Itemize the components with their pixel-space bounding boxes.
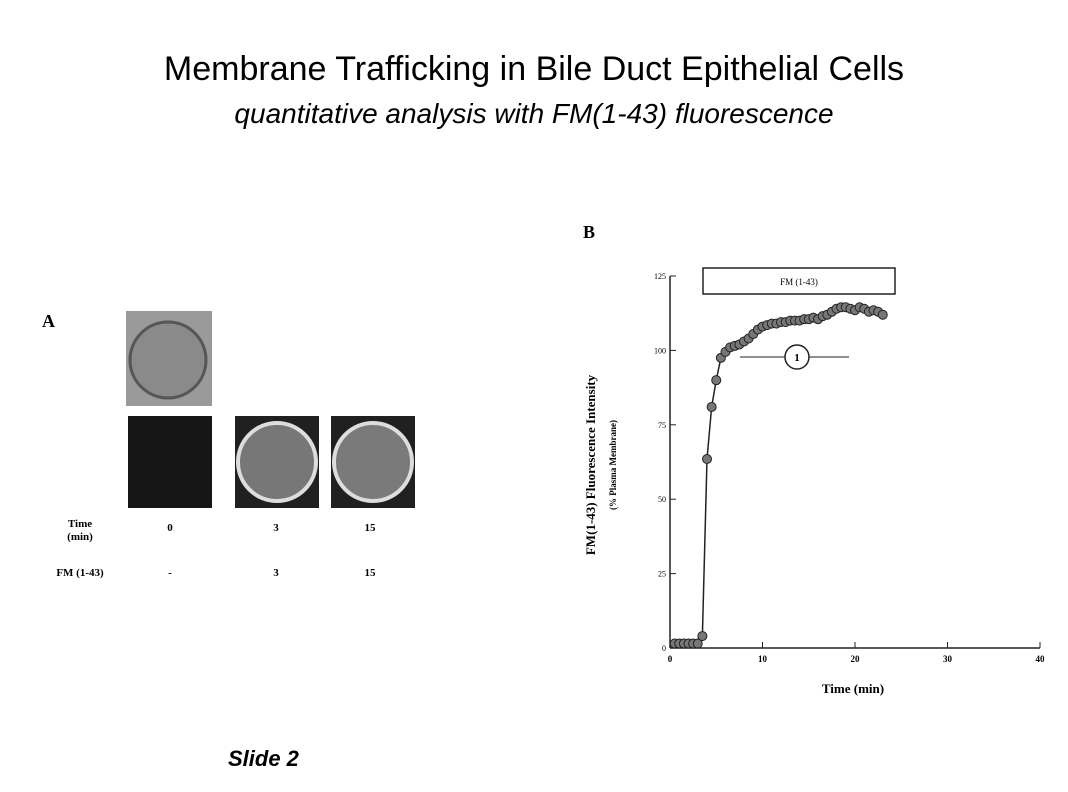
y-tick-label: 75	[658, 421, 666, 430]
data-point	[877, 309, 888, 320]
x-tick-label: 10	[758, 654, 768, 664]
cell	[332, 421, 414, 503]
time-value: 0	[167, 522, 173, 534]
panel-label: A	[42, 311, 55, 331]
y-tick-label: 100	[654, 346, 666, 355]
x-tick-label: 30	[943, 654, 953, 664]
data-point	[706, 401, 717, 412]
x-axis-label: Time (min)	[822, 681, 884, 696]
y-axis-label: FM(1-43) Fluorescence Intensity	[583, 374, 598, 555]
data-point	[692, 638, 703, 649]
data-line	[674, 306, 884, 645]
time-value: 15	[365, 522, 377, 534]
y-axis-sublabel: (% Plasma Membrane)	[608, 420, 618, 510]
annotation: 1	[794, 352, 800, 364]
annotation-circle	[784, 344, 810, 370]
panel-b: B FM(1-43) Fluorescence Intensity (% Pla…	[583, 222, 1045, 696]
data-point	[697, 631, 708, 642]
panel-a-labels: Time (min) 0 3 15 FM (1-43) - 3 15	[56, 518, 376, 579]
panel-a: A Time (min) 0 3 15 FM (1-43) - 3 15	[42, 311, 415, 579]
slide-subtitle: quantitative analysis with FM(1-43) fluo…	[234, 98, 833, 129]
slide-number: Slide 2	[228, 746, 300, 771]
fm-value: -	[168, 567, 172, 579]
x-tick-label: 0	[668, 654, 673, 664]
annotation: FM (1-43)	[780, 277, 818, 287]
cell	[236, 421, 318, 503]
y-tick-label: 125	[654, 272, 666, 281]
y-tick-label: 25	[658, 570, 666, 579]
time-value: 3	[273, 522, 279, 534]
row-label: Time	[68, 518, 92, 530]
slide-title: Membrane Trafficking in Bile Duct Epithe…	[164, 50, 904, 88]
fm-value: 3	[273, 567, 279, 579]
panel-label: B	[583, 222, 595, 242]
row-label: FM (1-43)	[56, 567, 104, 579]
cell	[128, 320, 208, 400]
data-point	[711, 375, 722, 386]
x-tick-label: 20	[851, 654, 861, 664]
fluorescence-image	[128, 416, 212, 508]
y-tick-label: 0	[662, 644, 666, 653]
row-label: (min)	[67, 531, 93, 543]
x-tick-label: 40	[1036, 654, 1046, 664]
data-point	[702, 454, 712, 465]
y-tick-label: 50	[658, 495, 666, 504]
fm-value: 15	[365, 567, 377, 579]
annotation-box	[702, 267, 896, 295]
